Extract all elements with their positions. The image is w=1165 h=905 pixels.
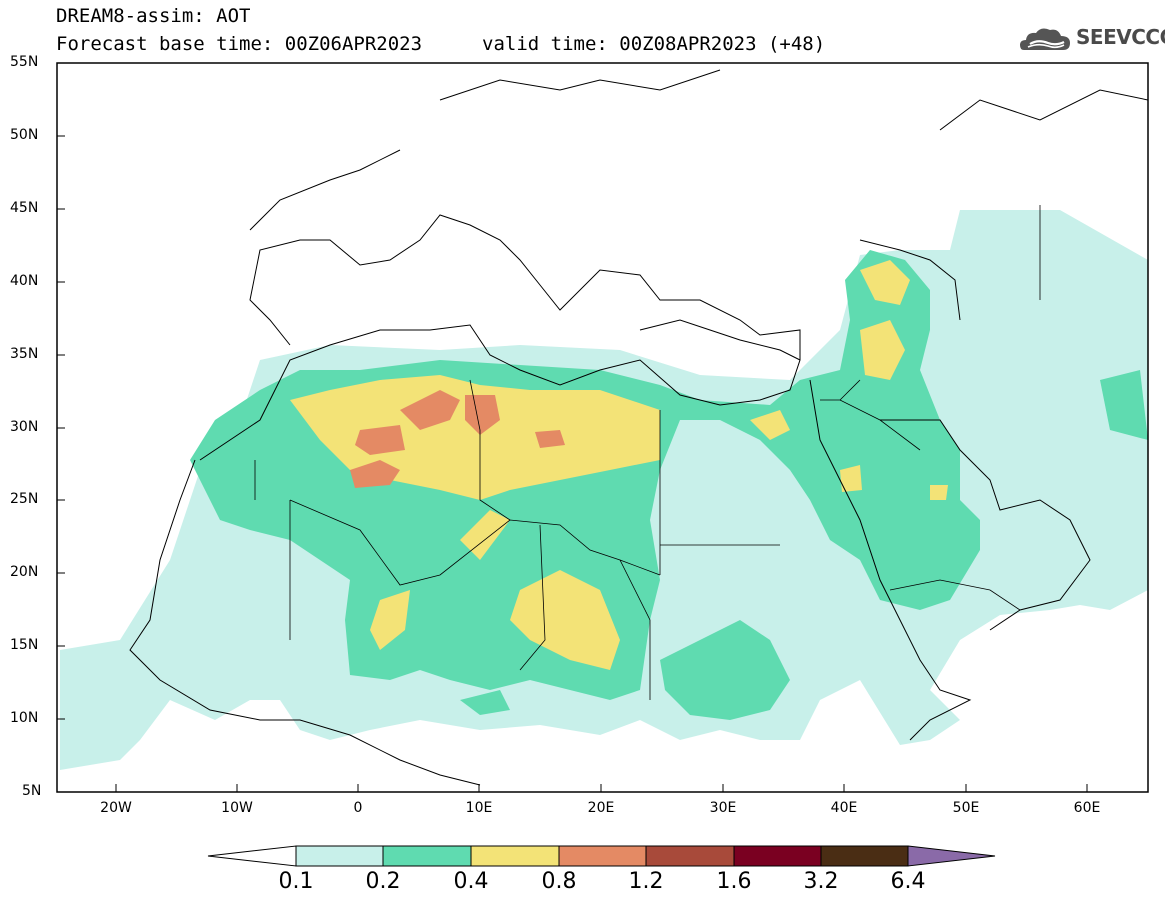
lon-label: 20E	[587, 800, 615, 816]
colorbar	[207, 845, 996, 867]
cloud-icon	[1020, 28, 1070, 50]
aot-field	[60, 210, 1148, 770]
lat-label: 40N	[10, 273, 39, 289]
colorbar-label: 1.2	[628, 869, 664, 894]
colorbar-bin	[470, 845, 560, 867]
lat-label: 5N	[22, 783, 42, 799]
coastlines	[129, 69, 1148, 786]
colorbar-label: 3.2	[803, 869, 839, 894]
colorbar-label: 0.2	[365, 869, 401, 894]
lon-label: 30E	[709, 800, 737, 816]
lat-label: 15N	[10, 637, 39, 653]
colorbar-bin	[820, 845, 909, 867]
colorbar-label: 0.1	[278, 869, 314, 894]
lon-label: 60E	[1073, 800, 1101, 816]
colorbar-label: 1.6	[716, 869, 752, 894]
lat-label: 50N	[10, 127, 39, 143]
valid-time: valid time: 00Z08APR2023 (+48)	[482, 33, 826, 55]
lon-label: 40E	[830, 800, 858, 816]
aot-level-0.8	[350, 390, 565, 488]
lat-label: 30N	[10, 419, 39, 435]
borders	[254, 205, 1041, 700]
map-title: DREAM8-assim: AOT	[56, 5, 251, 27]
lat-label: 35N	[10, 346, 39, 362]
lon-label: 10W	[221, 800, 253, 816]
logo-text: SEEVCCC	[1076, 25, 1165, 49]
lat-label: 20N	[10, 564, 39, 580]
colorbar-label: 0.8	[541, 869, 577, 894]
colorbar-label: 6.4	[890, 869, 926, 894]
lat-label: 55N	[10, 54, 39, 70]
axis-ticks	[57, 62, 1088, 792]
colorbar-bin	[382, 845, 472, 867]
colorbar-under-arrow	[207, 845, 297, 867]
lat-label: 25N	[10, 491, 39, 507]
forecast-base-time: Forecast base time: 00Z06APR2023	[56, 33, 423, 55]
lat-label: 10N	[10, 710, 39, 726]
lon-label: 50E	[952, 800, 980, 816]
colorbar-bin	[558, 845, 647, 867]
colorbar-over-arrow	[907, 845, 996, 867]
lat-label: 45N	[10, 200, 39, 216]
lon-label: 20W	[100, 800, 132, 816]
lon-label: 10E	[465, 800, 493, 816]
lon-label: 0	[353, 800, 363, 816]
colorbar-bin	[295, 845, 384, 867]
colorbar-label: 0.4	[453, 869, 489, 894]
colorbar-bin	[645, 845, 735, 867]
colorbar-bin	[733, 845, 822, 867]
